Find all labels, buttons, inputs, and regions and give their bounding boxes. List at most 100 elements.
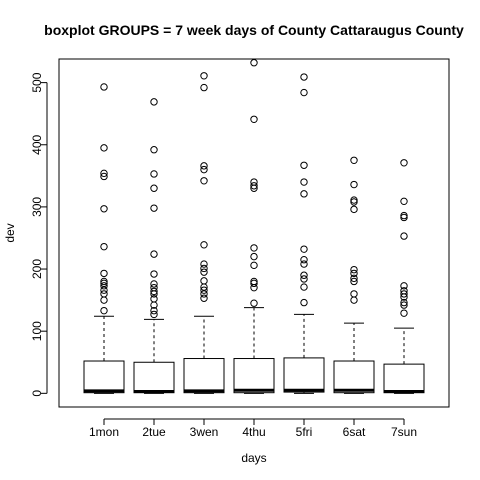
x-tick-label: 2tue [142,425,166,439]
outlier-point [400,301,408,309]
outlier-point [150,184,158,192]
outlier-point [100,279,108,288]
box-group-5fri [283,73,325,394]
x-tick-label: 4thu [242,425,265,439]
outlier-point [350,265,358,274]
box [233,358,275,394]
y-tick-label: 400 [30,134,44,154]
outlier-point [200,294,208,302]
box-group-6sat [333,156,375,394]
outlier-point [250,299,258,307]
box [333,360,375,394]
outlier-point [350,274,358,283]
outlier-point [250,279,258,288]
outlier-point [300,260,308,268]
box [183,358,225,394]
outlier-point [100,205,108,213]
y-tick-label: 100 [30,321,44,341]
x-tick-label: 3wen [190,425,219,439]
box-series [83,59,425,394]
outlier-point [250,277,258,286]
x-axis-label: days [241,451,266,465]
outlier-point [200,286,208,294]
outlier-point [200,268,208,276]
box [83,360,125,394]
outlier-point [100,296,108,304]
y-axis: 0 100 200 300 400 500 [30,72,48,397]
outlier-point [400,309,408,317]
outlier-point [250,244,258,252]
x-tick-label: 7sun [391,425,417,439]
x-tick-label: 5fri [296,425,313,439]
outlier-point [300,298,308,307]
outlier-point [200,277,208,285]
outlier-point [150,283,158,292]
outlier-point [250,252,258,261]
outlier-point [150,270,158,278]
box [133,361,175,394]
outlier-point [350,205,358,214]
outlier-point [350,290,358,298]
y-tick-label: 200 [30,259,44,279]
outlier-point [400,282,408,290]
x-tick-label: 1mon [89,425,119,439]
outlier-point [200,83,208,92]
outlier-point [150,170,158,178]
outlier-point [250,115,258,123]
box-group-4thu [233,59,275,394]
y-tick-label: 0 [30,390,44,397]
outlier-point [200,162,208,170]
x-tick-label: 6sat [343,425,366,439]
outlier-point [350,196,358,204]
outlier-point [300,271,308,279]
outlier-point [400,287,408,295]
outlier-point [300,245,308,253]
outlier-point [100,290,108,298]
outlier-point [150,310,158,319]
plot-frame [58,58,450,408]
outlier-point [300,283,308,291]
outlier-point [100,306,108,315]
outlier-point [350,156,358,164]
box-group-7sun [383,159,425,394]
outlier-point [200,177,208,185]
outlier-point [200,290,208,298]
outlier-point [300,161,308,169]
outlier-point [100,277,108,286]
outlier-point [100,144,108,152]
outlier-point [200,165,208,174]
outlier-point [400,213,408,222]
outlier-point [400,159,408,167]
outlier-point [200,241,208,249]
outlier-point [100,242,108,251]
outlier-point [300,73,308,81]
box [383,363,425,394]
outlier-point [250,182,258,190]
y-axis-label: dev [3,223,17,242]
outlier-point [100,169,108,178]
x-axis: 1mon 2tue 3wen 4thu 5fri 6sat 7sun [89,418,417,439]
outlier-point [400,197,408,206]
outlier-point [300,256,308,264]
chart-title: boxplot GROUPS = 7 week days of County C… [44,22,464,38]
outlier-point [350,269,358,278]
y-tick-label: 500 [30,72,44,92]
box [283,357,325,393]
outlier-point [350,296,358,304]
outlier-point [400,290,408,298]
outlier-point [150,204,158,212]
outlier-point [300,178,308,186]
box-group-2tue [133,98,175,394]
outlier-point [350,277,358,286]
outlier-point [150,250,158,258]
outlier-point [150,98,158,106]
outlier-point [300,88,308,97]
outlier-point [250,261,258,270]
box-group-3wen [183,72,225,394]
outlier-point [200,264,208,273]
outlier-point [150,295,158,303]
outlier-point [250,59,258,67]
outlier-point [100,83,108,91]
y-tick-label: 300 [30,197,44,217]
